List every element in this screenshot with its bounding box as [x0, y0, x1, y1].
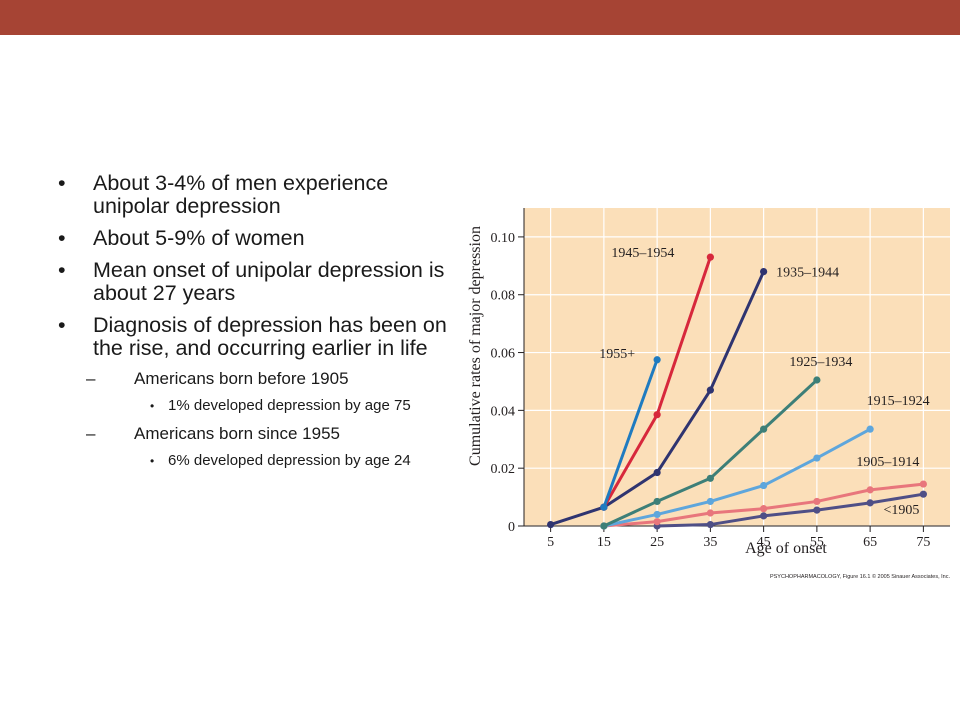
- y-tick-label: 0.08: [491, 289, 516, 304]
- bullet-marker: •: [58, 171, 66, 195]
- bullet-level1-item: • About 5-9% of women: [58, 227, 468, 250]
- data-point: [866, 499, 874, 507]
- data-point: [706, 474, 714, 482]
- data-point: [653, 468, 661, 477]
- data-point: [706, 520, 714, 529]
- x-tick-label: 45: [757, 535, 771, 550]
- data-point: [760, 505, 768, 513]
- x-tick-label: 35: [703, 535, 717, 550]
- bullet-level1-item: • Mean onset of unipolar depression is ab…: [58, 259, 468, 305]
- series-label: 1925–1934: [789, 355, 852, 370]
- y-tick-label: 0.06: [491, 347, 516, 362]
- data-point: [813, 506, 821, 514]
- data-point: [706, 386, 714, 394]
- bullet-level3-item: • 1% developed depression by age 75: [150, 397, 468, 415]
- bullet-marker: •: [58, 226, 66, 250]
- series-line: [603, 427, 871, 528]
- data-point: [706, 509, 714, 517]
- data-point: [653, 497, 661, 506]
- series-label: 1905–1914: [856, 455, 919, 470]
- bullet-marker: •: [58, 258, 66, 282]
- data-point: [706, 497, 714, 506]
- data-point: [600, 522, 608, 530]
- x-tick-label: 55: [810, 535, 824, 550]
- bullet-text: 1% developed depression by age 75: [168, 397, 411, 414]
- depression-onset-chart: 0 0.02 0.04 0.06 0.08 0.10 5 15 25 35 45 55 65 75 Age …: [467, 208, 951, 580]
- data-point: [866, 486, 874, 494]
- bullet-marker: •: [58, 313, 66, 337]
- y-tick-label: 0.10: [491, 231, 516, 246]
- data-point: [760, 481, 768, 490]
- title-bar: [0, 0, 960, 35]
- x-tick-label: 15: [597, 535, 611, 550]
- y-tick-label: 0.02: [491, 462, 516, 477]
- bullet-text: About 5-9% of women: [93, 226, 305, 250]
- x-tick-label: 75: [916, 535, 930, 550]
- x-tick-label: 65: [863, 535, 877, 550]
- data-point: [866, 425, 874, 433]
- series-label: 1945–1954: [611, 246, 674, 261]
- y-axis-label: Cumulative rates of major depression: [467, 226, 484, 466]
- data-point: [760, 425, 768, 433]
- y-tick-label: 0.04: [491, 404, 516, 419]
- data-point: [653, 510, 661, 519]
- data-point: [653, 356, 661, 364]
- plot-background: [524, 208, 950, 526]
- data-point: [919, 490, 927, 498]
- y-tick-label: 0: [508, 520, 515, 535]
- bullet-marker: •: [150, 454, 155, 468]
- bullet-text: Diagnosis of depression has been on the …: [93, 313, 447, 360]
- bullet-level2-item: – Americans born since 1955: [86, 424, 468, 444]
- series-label: 1955+: [599, 347, 635, 362]
- series-line: [657, 492, 924, 528]
- data-point: [760, 268, 768, 276]
- data-point: [600, 503, 608, 511]
- bullet-level1-item: • About 3-4% of men experience unipolar d…: [58, 172, 468, 218]
- bullet-level1-item: • Diagnosis of depression has been on the…: [58, 314, 468, 360]
- x-tick-label: 25: [650, 535, 664, 550]
- data-point: [813, 454, 821, 462]
- data-point: [919, 480, 927, 488]
- figure-credit: PSYCHOPHARMACOLOGY, Figure 16.1 © 2005 S…: [770, 573, 951, 580]
- series-line: [602, 359, 659, 508]
- bullet-text: Americans born since 1955: [134, 424, 341, 443]
- data-point: [813, 497, 821, 506]
- data-point: [653, 518, 661, 526]
- bullet-marker: –: [86, 424, 96, 443]
- bullet-level2-item: – Americans born before 1905: [86, 369, 468, 389]
- series-label: <1905: [883, 503, 919, 518]
- bullet-text: Mean onset of unipolar depression is abo…: [93, 258, 445, 305]
- data-point: [760, 512, 768, 520]
- series-label: 1935–1944: [776, 266, 839, 281]
- bullet-text: About 3-4% of men experience unipolar de…: [93, 171, 389, 218]
- bullet-marker: •: [150, 399, 155, 413]
- bullet-text: 6% developed depression by age 24: [168, 452, 411, 469]
- data-point: [813, 376, 821, 384]
- bullet-marker: –: [86, 369, 96, 388]
- bullet-list: • About 3-4% of men experience unipolar d…: [58, 172, 468, 479]
- bullet-level3-item: • 6% developed depression by age 24: [150, 452, 468, 470]
- data-point: [653, 411, 661, 419]
- x-axis-label: Age of onset: [745, 540, 827, 557]
- bullet-text: Americans born before 1905: [134, 369, 349, 388]
- data-point: [706, 253, 714, 261]
- x-tick-label: 5: [547, 535, 554, 550]
- data-point: [547, 520, 555, 529]
- series-label: 1915–1924: [867, 394, 930, 409]
